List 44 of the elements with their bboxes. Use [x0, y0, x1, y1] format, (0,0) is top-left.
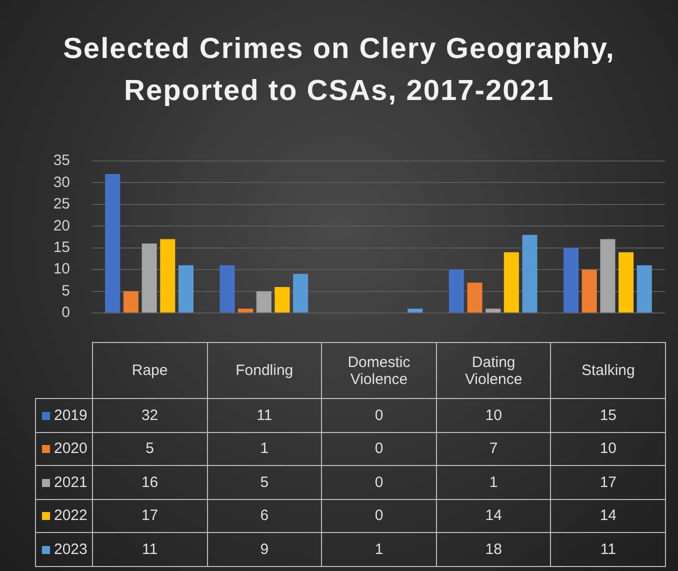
- data-label: 6: [207, 499, 322, 532]
- legend-label: 2022: [36, 499, 92, 532]
- y-tick-label: 0: [62, 304, 70, 322]
- data-label: 18: [436, 532, 551, 566]
- y-tick-label: 10: [53, 260, 70, 278]
- data-label: 14: [550, 499, 666, 532]
- data-label: 1: [207, 432, 322, 466]
- data-label: 10: [550, 432, 666, 466]
- y-tick-label: 20: [53, 217, 70, 234]
- chart-title: Selected Crimes on Clery Geography, Reported to CSAs, 2017-2021: [62, 32, 616, 109]
- data-label: 32: [92, 398, 208, 432]
- data-label: 16: [92, 466, 208, 499]
- data-label: 9: [207, 532, 322, 566]
- data-label: 0: [322, 432, 436, 466]
- data-label: 5: [92, 432, 208, 466]
- legend-label: 2020: [36, 432, 92, 466]
- legend-label: 2021: [36, 466, 92, 499]
- data-label: 1: [322, 532, 436, 566]
- data-label: 10: [436, 398, 551, 432]
- data-label: 1: [436, 466, 551, 499]
- y-tick-label: 30: [53, 174, 70, 191]
- y-tick-label: 5: [62, 282, 70, 300]
- data-label: 0: [322, 499, 436, 532]
- data-label: 14: [436, 499, 551, 532]
- data-label: 11: [92, 532, 208, 566]
- data-label: 11: [550, 532, 666, 566]
- x-tick-label: Domestic Violence: [322, 342, 436, 398]
- y-tick-label: 25: [53, 196, 70, 213]
- data-label: 0: [322, 398, 436, 432]
- data-label: 17: [550, 466, 666, 499]
- data-label: 17: [92, 499, 208, 532]
- x-tick-label: Dating Violence: [436, 342, 551, 398]
- x-tick-label: Rape: [92, 342, 208, 398]
- data-label: 0: [322, 466, 436, 499]
- legend-label: 2019: [36, 398, 92, 432]
- data-label: 11: [207, 398, 322, 432]
- y-tick-label: 35: [53, 152, 70, 170]
- y-tick-label: 15: [53, 239, 70, 256]
- x-tick-label: Stalking: [550, 342, 666, 398]
- data-label: 15: [550, 398, 666, 432]
- data-label: 7: [436, 432, 551, 466]
- data-label: 5: [207, 466, 322, 499]
- x-tick-label: Fondling: [207, 342, 322, 398]
- legend-label: 2023: [36, 532, 92, 566]
